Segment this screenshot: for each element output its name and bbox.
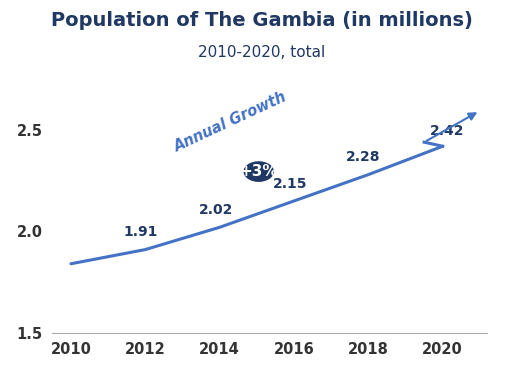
Text: Annual Growth: Annual Growth	[172, 89, 290, 154]
Ellipse shape	[244, 162, 273, 181]
Text: 2.28: 2.28	[345, 150, 380, 164]
Text: 2.02: 2.02	[199, 203, 233, 217]
Text: 2.15: 2.15	[273, 177, 308, 191]
Text: 2010-2020, total: 2010-2020, total	[199, 45, 325, 60]
Text: 1.91: 1.91	[124, 225, 158, 239]
Text: 2.42: 2.42	[430, 124, 464, 138]
Text: +3%: +3%	[239, 164, 278, 179]
Text: Population of The Gambia (in millions): Population of The Gambia (in millions)	[51, 11, 473, 30]
